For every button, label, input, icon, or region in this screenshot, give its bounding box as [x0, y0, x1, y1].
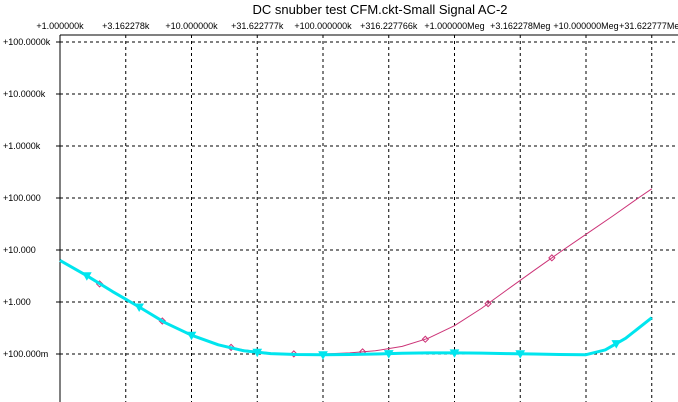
x-tick-label: +10.000000Meg — [553, 21, 618, 31]
series-1-marker — [383, 350, 394, 359]
x-tick-label: +3.162278k — [102, 21, 150, 31]
chart-title: DC snubber test CFM.ckt-Small Signal AC-… — [252, 2, 507, 17]
y-tick-label: +100.000 — [3, 193, 41, 203]
series-1-line — [59, 259, 653, 357]
y-tick-label: +10.000 — [3, 245, 36, 255]
x-tick-label: +316.227766k — [360, 21, 418, 31]
series-2-marker — [421, 335, 430, 343]
y-tick-label: +1.0000k — [3, 141, 41, 151]
series-1-marker — [611, 340, 622, 349]
series-1-marker — [81, 272, 92, 281]
x-tick-label: +3.162278Meg — [490, 21, 550, 31]
series-2-marker — [548, 254, 556, 262]
y-tick-label: +100.0000k — [3, 37, 51, 47]
x-tick-label: +1.000000k — [36, 21, 84, 31]
series-1-marker — [449, 349, 460, 358]
series-1-marker — [252, 348, 263, 358]
x-tick-label: +1.000000Meg — [424, 21, 484, 31]
series-1-marker — [318, 351, 328, 360]
series-1-marker — [134, 303, 145, 313]
x-tick-label: +10.000000k — [165, 21, 218, 31]
series-2-marker — [484, 299, 492, 308]
series-1-marker — [515, 350, 526, 359]
x-tick-label: +100.000000k — [294, 21, 352, 31]
x-tick-label: +31.622777Meg — [619, 21, 678, 31]
plot-area — [59, 188, 653, 360]
x-tick-labels: +1.000000k +3.162278k +10.000000k +31.62277… — [36, 21, 678, 31]
y-tick-label: +1.000 — [3, 297, 31, 307]
series-1-marker — [186, 331, 197, 341]
y-tick-label: +10.0000k — [3, 89, 46, 99]
y-tick-label: +100.000m — [3, 349, 48, 359]
x-tick-label: +31.622777k — [231, 21, 284, 31]
